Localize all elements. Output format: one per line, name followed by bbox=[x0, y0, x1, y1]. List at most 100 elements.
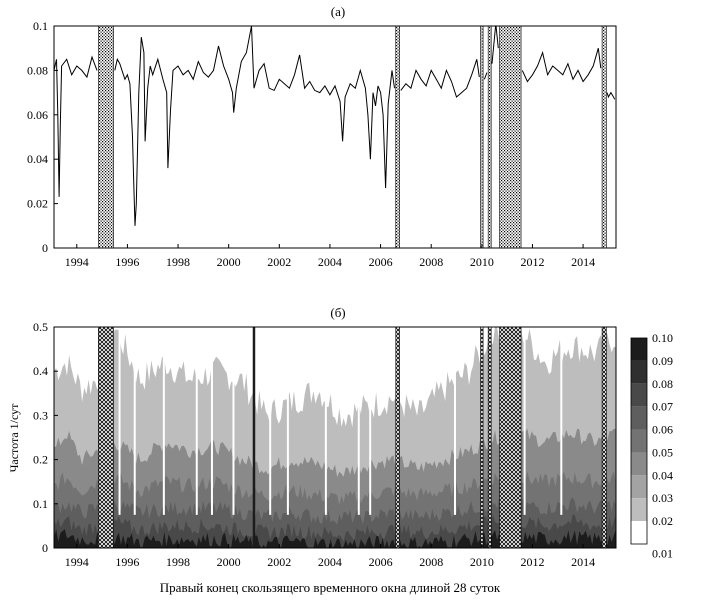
colorbar-segment bbox=[631, 406, 647, 430]
white-streak-7 bbox=[286, 327, 289, 515]
x-tick-label: 1996 bbox=[115, 255, 139, 269]
x-tick-label: 2014 bbox=[571, 555, 595, 569]
colorbar-segment bbox=[631, 383, 647, 407]
panel-b-streaks bbox=[118, 327, 563, 548]
white-streak-4 bbox=[210, 327, 213, 515]
white-streak-8 bbox=[324, 327, 327, 515]
y-tick-label: 0.5 bbox=[33, 320, 48, 334]
y-tick-label: 0.08 bbox=[27, 63, 48, 77]
y-tick-label: 0.4 bbox=[33, 364, 48, 378]
colorbar-tick-label: 0.05 bbox=[652, 445, 673, 459]
x-tick-label: 2006 bbox=[369, 555, 393, 569]
gap-band-b-4 bbox=[499, 327, 522, 548]
white-streak-1 bbox=[133, 327, 136, 515]
x-tick-label: 2008 bbox=[419, 255, 443, 269]
colorbar-tick-label: 0.02 bbox=[652, 514, 673, 528]
panel-b-label: (б) bbox=[330, 305, 345, 320]
panel-b-plot-area bbox=[54, 327, 616, 548]
colorbar-frame bbox=[630, 337, 648, 545]
contour-band-5 bbox=[54, 529, 616, 548]
colorbar-tick-label: 0.10 bbox=[652, 331, 673, 345]
panel-a-plot-area bbox=[54, 26, 616, 248]
x-tick-label: 1998 bbox=[166, 555, 190, 569]
colorbar-segment bbox=[631, 338, 647, 361]
gap-band-b-1 bbox=[395, 327, 400, 548]
gap-band-1 bbox=[395, 26, 400, 248]
gap-band-b-0 bbox=[98, 327, 114, 548]
colorbar-segment bbox=[631, 360, 647, 384]
colorbar-segment bbox=[631, 452, 647, 476]
x-tick-label: 2014 bbox=[571, 255, 595, 269]
x-tick-label: 2012 bbox=[520, 555, 544, 569]
x-tick-label: 2004 bbox=[318, 555, 342, 569]
gap-band-b-3 bbox=[487, 327, 492, 548]
white-streak-6 bbox=[269, 327, 272, 515]
series-line bbox=[54, 26, 616, 226]
panel-b: (б) 0 0.1 0.2 0.3 0.4 0.5 1994 1996 1998 2000 2002… bbox=[7, 305, 673, 595]
colorbar-segment bbox=[631, 429, 647, 453]
y-tick-label: 0.1 bbox=[33, 497, 48, 511]
colorbar-segment bbox=[631, 521, 647, 544]
white-streak-9 bbox=[357, 327, 360, 515]
panel-b-frame bbox=[53, 326, 617, 549]
x-tick-label: 1996 bbox=[115, 555, 139, 569]
panel-a: (а) 0 0.02 0.04 0.06 0.08 0.1 1994 1996 1998 2000… bbox=[27, 4, 617, 269]
x-tick-label: 1994 bbox=[65, 255, 89, 269]
gap-band-0 bbox=[98, 26, 114, 248]
x-tick-label: 2004 bbox=[318, 255, 342, 269]
gap-band-2 bbox=[480, 26, 484, 248]
x-tick-label: 1998 bbox=[166, 255, 190, 269]
x-tick-label: 2010 bbox=[470, 255, 494, 269]
y-tick-label: 0.3 bbox=[33, 408, 48, 422]
y-tick-label: 0.1 bbox=[33, 19, 48, 33]
colorbar-tick-label: 0.08 bbox=[652, 377, 673, 391]
colorbar-tick-label: 0.04 bbox=[652, 468, 673, 482]
white-streak-12 bbox=[523, 327, 526, 515]
colorbar-tick-label: 0.09 bbox=[652, 354, 673, 368]
x-tick-label: 2010 bbox=[470, 555, 494, 569]
white-streak-2 bbox=[162, 327, 165, 515]
x-axis-label: Правый конец скользящего временного окна… bbox=[160, 580, 501, 595]
y-tick-label: 0 bbox=[42, 241, 48, 255]
panel-a-axes: 0 0.02 0.04 0.06 0.08 0.1 1994 1996 1998 2000 2002… bbox=[27, 19, 617, 269]
x-tick-label: 2000 bbox=[217, 555, 241, 569]
gap-band-b-2 bbox=[480, 327, 484, 548]
colorbar-tick-label: 0.07 bbox=[652, 400, 673, 414]
colorbar-segment bbox=[631, 498, 647, 522]
colorbar: 0.10 0.09 0.08 0.07 0.06 0.05 0.04 0.03 0.02 0.01 bbox=[630, 331, 673, 561]
colorbar-tick-label: 0.03 bbox=[652, 491, 673, 505]
panel-b-axes: 0 0.1 0.2 0.3 0.4 0.5 1994 1996 1998 2000 2002 2004… bbox=[33, 320, 617, 569]
white-streak-10 bbox=[369, 327, 372, 515]
gap-band-4 bbox=[499, 26, 522, 248]
white-streak-13 bbox=[560, 327, 563, 515]
dark-streak-0 bbox=[252, 327, 256, 548]
y-tick-label: 0.04 bbox=[27, 152, 48, 166]
white-streak-5 bbox=[232, 327, 235, 515]
y-tick-label: 0.2 bbox=[33, 453, 48, 467]
gap-band-5 bbox=[601, 26, 607, 248]
white-streak-3 bbox=[195, 327, 198, 515]
panel-b-contour-bands bbox=[54, 327, 616, 548]
x-tick-label: 2012 bbox=[520, 255, 544, 269]
y-axis-label: Частота 1/сут bbox=[7, 403, 21, 473]
x-tick-label: 1994 bbox=[65, 555, 89, 569]
white-streak-11 bbox=[453, 327, 456, 515]
y-tick-label: 0 bbox=[42, 541, 48, 555]
y-tick-label: 0.06 bbox=[27, 108, 48, 122]
x-tick-label: 2002 bbox=[267, 255, 291, 269]
panel-b-gaps bbox=[98, 327, 607, 548]
white-streak-0 bbox=[118, 327, 121, 515]
x-tick-label: 2006 bbox=[369, 255, 393, 269]
x-tick-label: 2002 bbox=[267, 555, 291, 569]
gap-band-3 bbox=[487, 26, 492, 248]
x-tick-label: 2008 bbox=[419, 555, 443, 569]
panel-a-label: (а) bbox=[331, 4, 345, 19]
panel-a-gaps bbox=[98, 26, 607, 248]
x-tick-label: 2000 bbox=[217, 255, 241, 269]
colorbar-tick-label: 0.01 bbox=[652, 547, 673, 561]
panel-a-frame bbox=[53, 25, 617, 249]
y-tick-label: 0.02 bbox=[27, 197, 48, 211]
colorbar-segment bbox=[631, 475, 647, 499]
gap-band-b-5 bbox=[601, 327, 607, 548]
